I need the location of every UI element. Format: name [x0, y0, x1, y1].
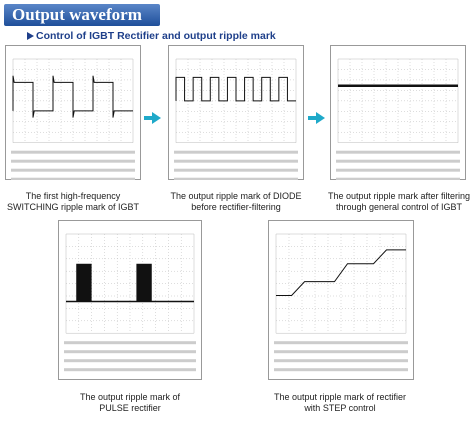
- caption: The output ripple mark of DIODE before re…: [165, 191, 307, 213]
- oscilloscope-screen: [5, 45, 141, 180]
- title: Output waveform: [4, 4, 160, 26]
- pulse-burst: [76, 263, 92, 302]
- caption-line: PULSE rectifier: [99, 403, 161, 413]
- caption-line: The output ripple mark after filtering: [327, 191, 471, 201]
- settings-text: [174, 168, 298, 172]
- settings-text: [274, 368, 408, 372]
- oscilloscope-screen: [268, 220, 414, 380]
- waveform: [276, 249, 406, 297]
- settings-text: [174, 150, 298, 154]
- caption-line: SWITCHING ripple mark of IGBT: [6, 202, 140, 212]
- settings-text: [174, 177, 298, 180]
- caption-line: through general control of IGBT: [335, 202, 463, 212]
- settings-text: [274, 341, 408, 345]
- caption-line: before rectifier-filtering: [191, 202, 281, 212]
- settings-text: [64, 350, 196, 354]
- subtitle: Control of IGBT Rectifier and output rip…: [36, 30, 276, 42]
- caption-line: The output ripple mark of rectifier: [273, 392, 407, 402]
- settings-text: [336, 150, 460, 154]
- waveform: [12, 75, 133, 118]
- caption: The first high-frequency SWITCHING ripple…: [0, 191, 146, 213]
- oscilloscope-screen: [168, 45, 304, 180]
- waveform: [175, 76, 296, 102]
- settings-text: [64, 359, 196, 363]
- caption: The output ripple mark after filtering th…: [325, 191, 473, 213]
- settings-text: [11, 177, 135, 180]
- screen-frame: [168, 45, 304, 180]
- settings-text: [11, 159, 135, 163]
- caption-line: The first high-frequency: [25, 191, 121, 201]
- settings-text: [274, 359, 408, 363]
- settings-text: [174, 159, 298, 163]
- caption: The output ripple mark of rectifier with …: [250, 392, 430, 414]
- arrow: [144, 112, 161, 124]
- pulse-burst: [136, 263, 152, 302]
- caption-line: The output ripple mark of DIODE: [170, 191, 302, 201]
- bullet-icon: [27, 32, 34, 40]
- arrow: [308, 112, 325, 124]
- screen-frame: [330, 45, 466, 180]
- settings-text: [11, 168, 135, 172]
- settings-text: [64, 341, 196, 345]
- settings-text: [64, 368, 196, 372]
- oscilloscope-screen: [330, 45, 466, 180]
- oscilloscope-screen: [58, 220, 202, 380]
- caption-line: The output ripple mark of: [79, 392, 181, 402]
- settings-text: [336, 159, 460, 163]
- caption-line: with STEP control: [304, 403, 376, 413]
- settings-text: [336, 168, 460, 172]
- settings-text: [274, 350, 408, 354]
- settings-text: [11, 150, 135, 154]
- settings-text: [336, 177, 460, 180]
- caption: The output ripple mark of PULSE rectifier: [40, 392, 220, 414]
